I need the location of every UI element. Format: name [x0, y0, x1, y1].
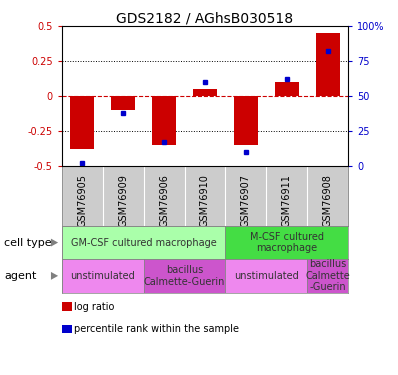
- Bar: [193, 89, 217, 96]
- Bar: [70, 96, 94, 149]
- Polygon shape: [51, 238, 58, 246]
- Bar: [144, 259, 225, 292]
- Text: M-CSF cultured
macrophage: M-CSF cultured macrophage: [250, 232, 324, 254]
- Text: unstimulated: unstimulated: [234, 271, 299, 281]
- Bar: [62, 259, 144, 292]
- Bar: [316, 33, 340, 96]
- Text: unstimulated: unstimulated: [70, 271, 135, 281]
- Polygon shape: [51, 272, 58, 280]
- Bar: [62, 325, 72, 333]
- Text: percentile rank within the sample: percentile rank within the sample: [74, 324, 240, 334]
- Text: GM-CSF cultured macrophage: GM-CSF cultured macrophage: [71, 238, 217, 248]
- Bar: [152, 96, 176, 145]
- Bar: [62, 302, 72, 310]
- Text: bacillus
Calmette-Guerin: bacillus Calmette-Guerin: [144, 265, 225, 286]
- Bar: [62, 226, 225, 259]
- Bar: [111, 96, 135, 110]
- Text: agent: agent: [4, 271, 36, 281]
- Title: GDS2182 / AGhsB030518: GDS2182 / AGhsB030518: [116, 11, 294, 25]
- Bar: [307, 259, 348, 292]
- Text: cell type: cell type: [4, 238, 52, 248]
- Text: bacillus
Calmette
-Guerin: bacillus Calmette -Guerin: [305, 259, 350, 292]
- Bar: [234, 96, 258, 145]
- Text: log ratio: log ratio: [74, 302, 115, 312]
- Bar: [275, 82, 299, 96]
- Bar: [225, 259, 307, 292]
- Bar: [225, 226, 348, 259]
